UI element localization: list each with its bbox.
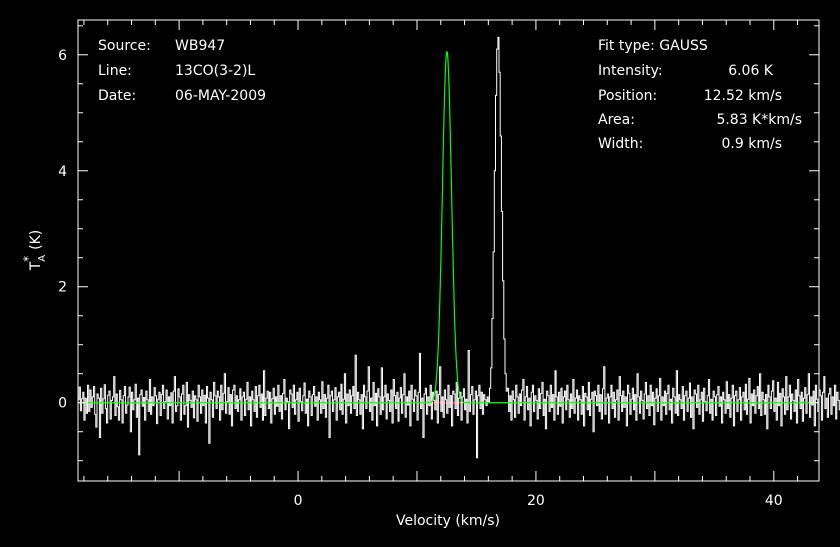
line-value: 13CO(3-2)L <box>175 63 255 79</box>
y-tick-label: 0 <box>58 396 67 412</box>
x-axis-label: Velocity (km/s) <box>396 513 500 529</box>
position-label: Position: <box>598 88 657 104</box>
y-axis-label-sub: A <box>37 255 48 262</box>
series-layer <box>78 36 840 459</box>
date-label: Date: <box>98 88 136 104</box>
y-axis-label-main: T <box>28 261 44 271</box>
y-axis-label-unit: (K) <box>28 230 44 250</box>
x-tick-label: 40 <box>765 493 783 509</box>
width-value: 0.9 km/s <box>722 136 782 152</box>
ticks-layer: 0 20 40 0 2 4 6 <box>58 20 819 509</box>
y-tick-label: 6 <box>58 48 67 64</box>
width-label: Width: <box>598 136 643 152</box>
svg-text:TA*(K): TA* (K) <box>21 230 48 272</box>
area-label: Area: <box>598 112 635 128</box>
x-tick-label: 20 <box>527 493 545 509</box>
source-value: WB947 <box>175 38 225 54</box>
plot-frame <box>77 19 820 482</box>
position-value: 12.52 km/s <box>704 88 782 104</box>
y-axis-label: TA* (K) <box>21 230 48 272</box>
source-label: Source: <box>98 38 151 54</box>
y-axis-label-sup: * <box>21 256 35 262</box>
y-tick-label: 4 <box>58 164 67 180</box>
info-right: Fit type: GAUSS Intensity: 6.06 K Positi… <box>598 38 802 152</box>
x-tick-label: 0 <box>294 493 303 509</box>
intensity-value: 6.06 K <box>728 63 774 79</box>
spectrum-series <box>78 36 840 459</box>
area-value: 5.83 K*km/s <box>716 112 802 128</box>
intensity-label: Intensity: <box>598 63 663 79</box>
y-tick-label: 2 <box>58 280 67 296</box>
fit-type-text: Fit type: GAUSS <box>598 38 708 54</box>
gaussian-fit-curve <box>78 50 819 404</box>
date-value: 06-MAY-2009 <box>175 88 266 104</box>
info-left: Source: WB947 Line: 13CO(3-2)L Date: 06-… <box>98 38 266 104</box>
line-label: Line: <box>98 63 132 79</box>
